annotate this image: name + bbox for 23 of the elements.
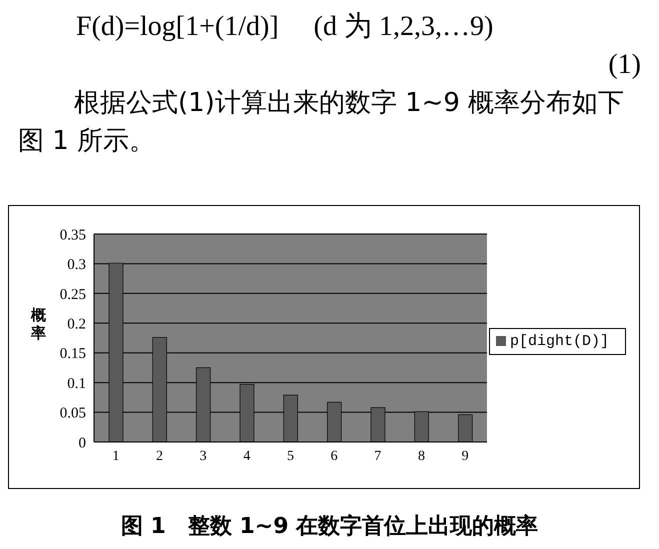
y-axis-title: 概率: [31, 306, 46, 342]
text: F(d)=log[1+(1/d)] (d 为 1,2,3,…9): [75, 10, 494, 44]
y-tick-label: 0.1: [67, 376, 86, 392]
x-tick-label: 1: [112, 448, 120, 464]
x-tick-label: 7: [374, 448, 382, 464]
x-tick-label: 9: [462, 448, 469, 464]
x-tick-label: 8: [418, 448, 425, 464]
y-tick-label: 0.05: [60, 406, 86, 422]
y-tick-label: 0.15: [60, 346, 86, 362]
caption: 图 1 整数 1~9 在数字首位上出现的概率: [120, 512, 540, 541]
x-tick-label: 4: [243, 448, 250, 464]
y-tick-label: 0.3: [67, 257, 86, 274]
x-tick-label: 2: [156, 448, 163, 464]
y-tick-label: 0: [78, 435, 86, 452]
y-tick-label: 0.25: [60, 286, 86, 303]
x-tick-label: 6: [330, 448, 338, 464]
y-tick-label: 0.2: [67, 316, 86, 332]
x-tick-label: 3: [200, 448, 207, 464]
x-tick-label: 5: [286, 448, 294, 464]
text: (1): [607, 48, 641, 82]
text: 根据公式(1)计算出来的数字 1~9 概率分布如下图 1 所示。: [18, 87, 626, 158]
legend-label: p[dight(D)]: [510, 332, 609, 350]
y-tick-label: 0.35: [60, 227, 86, 244]
